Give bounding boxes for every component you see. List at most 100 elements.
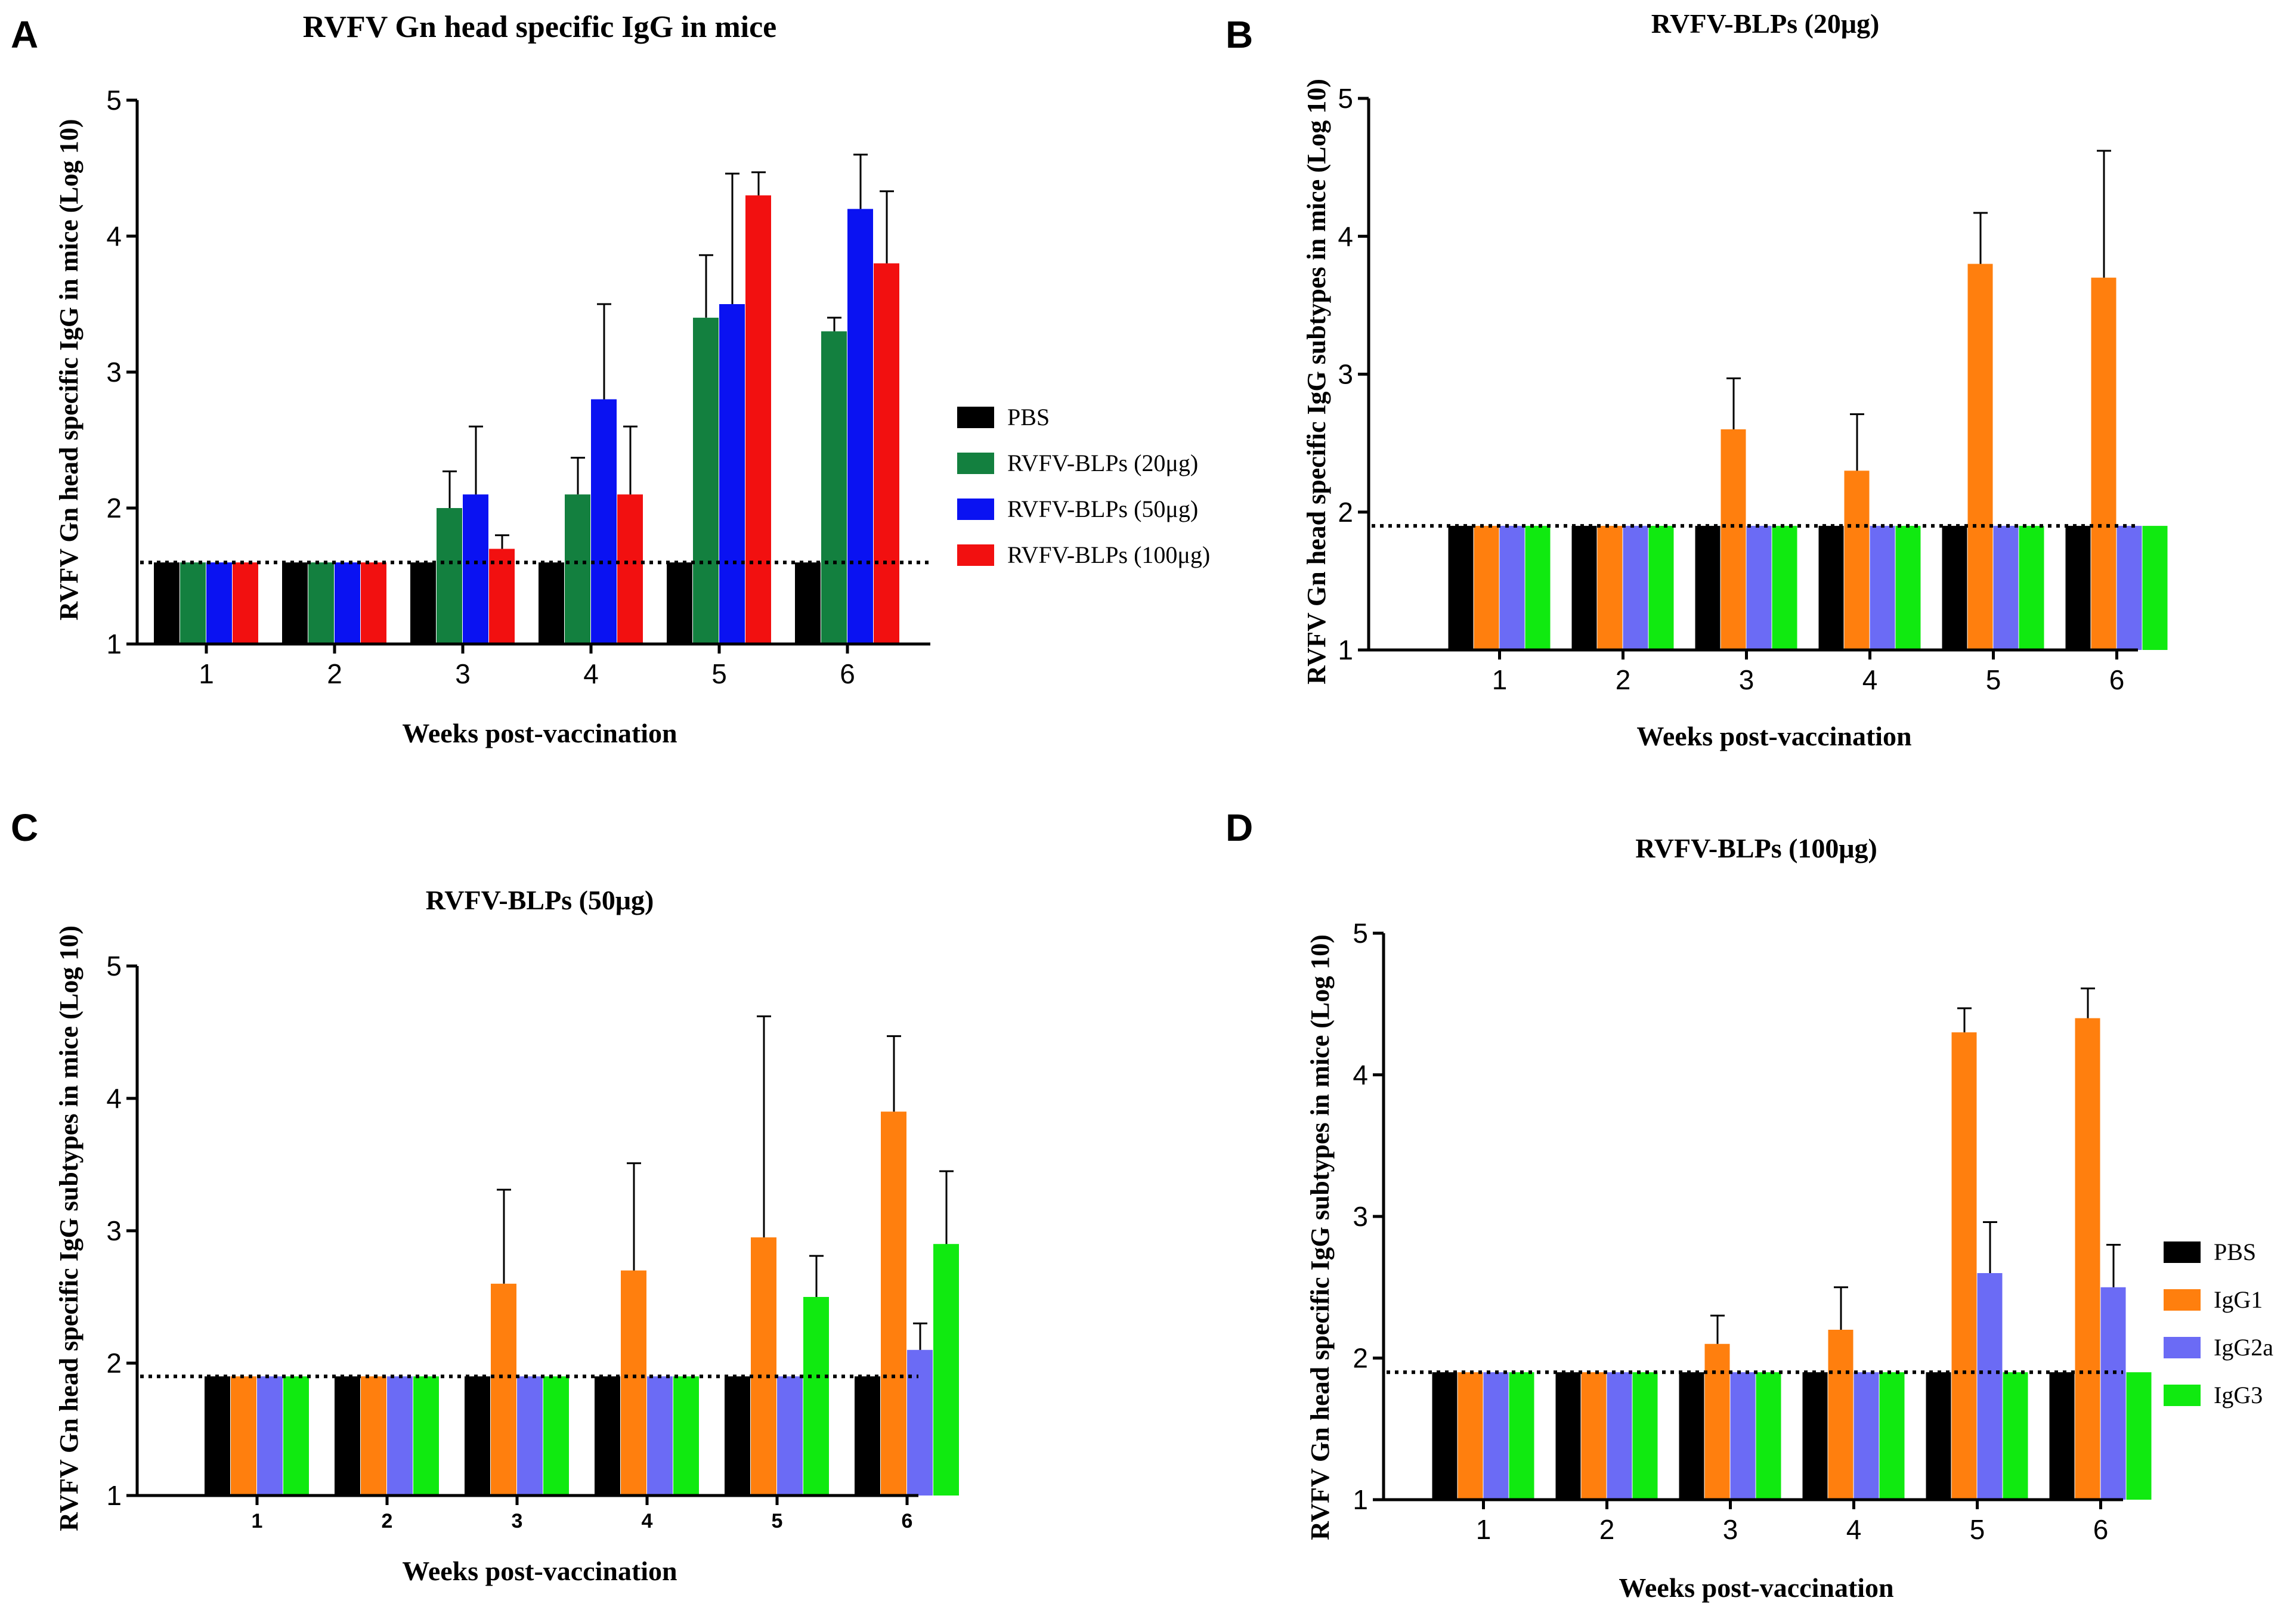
chart-panel-d: D RVFV-BLPs (100μg) 1 2 3 4 5 1 2 3 4 5 6 Weeks post-… (1226, 806, 2273, 1603)
bar (1623, 525, 1648, 650)
bar (745, 195, 771, 645)
bar (387, 1376, 413, 1496)
x-tick-label: 1 (1492, 664, 1508, 695)
y-axis-label: RVFV Gn head specific IgG subtypes in mi… (54, 925, 83, 1531)
bar (595, 1376, 620, 1496)
chart-title: RVFV-BLPs (50μg) (426, 885, 654, 915)
chart-title: RVFV Gn head specific IgG in mice (303, 10, 777, 44)
bar (1721, 429, 1746, 650)
y-tick-label: 5 (1353, 918, 1368, 949)
bar (2049, 1372, 2075, 1500)
bar (617, 494, 643, 644)
x-tick-label: 4 (1862, 664, 1878, 695)
bar (1746, 525, 1772, 650)
bar (2019, 525, 2044, 650)
bar (1942, 525, 1967, 650)
x-tick-label: 5 (711, 658, 727, 689)
y-tick-label: 5 (106, 85, 122, 116)
chart-panel-a: A RVFV Gn head specific IgG in mice 1 2 3 4 5 1… (11, 10, 1210, 748)
bar (565, 494, 590, 644)
y-tick-label: 3 (106, 1215, 122, 1246)
y-tick-label: 5 (106, 950, 122, 982)
bar (1632, 1372, 1658, 1500)
bar (1870, 525, 1895, 650)
legend-label: IgG1 (2214, 1286, 2263, 1313)
legend-label: RVFV-BLPs (20μg) (1007, 450, 1198, 476)
legend-label: IgG2a (2214, 1334, 2273, 1361)
bar (413, 1376, 439, 1496)
x-tick-label: 6 (2093, 1514, 2109, 1545)
y-tick-label: 3 (1353, 1201, 1368, 1232)
bar (881, 1111, 906, 1496)
bar (1977, 1273, 2003, 1500)
y-tick-label: 2 (1353, 1343, 1368, 1374)
bar (1597, 525, 1623, 650)
x-tick-label: 3 (1739, 664, 1755, 695)
x-tick-label: 5 (772, 1510, 783, 1532)
bar (1756, 1372, 1781, 1500)
bar (1993, 525, 2019, 650)
bar (874, 263, 899, 645)
x-axis-label: Weeks post-vaccination (402, 1556, 677, 1586)
y-tick-label: 3 (1338, 359, 1353, 390)
legend: PBS IgG1 IgG2a IgG3 (2164, 1239, 2273, 1408)
bar (821, 331, 847, 644)
bar (621, 1270, 646, 1496)
legend: PBS RVFV-BLPs (20μg) RVFV-BLPs (50μg) RVFV-… (957, 404, 1210, 568)
panel-letter: D (1226, 806, 1253, 849)
bar (465, 1376, 490, 1496)
bar (795, 562, 821, 644)
bar (1926, 1372, 1951, 1500)
x-tick-label: 3 (455, 658, 471, 689)
bar (751, 1237, 776, 1496)
x-tick-label: 1 (1476, 1514, 1492, 1545)
y-tick-label: 1 (1353, 1484, 1368, 1515)
chart-panel-c: C RVFV-BLPs (50μg) 1 2 3 4 5 1 2 3 4 5 6 Weeks post-v… (11, 806, 959, 1586)
legend-swatch (957, 499, 994, 520)
bar (1648, 525, 1674, 650)
y-tick-label: 2 (106, 1348, 122, 1379)
legend-swatch (957, 544, 994, 566)
bar (1818, 525, 1844, 650)
bar (154, 562, 180, 644)
bar (1474, 525, 1499, 650)
bar (933, 1244, 959, 1496)
panel-letter: B (1226, 13, 1253, 56)
y-tick-label: 4 (106, 1083, 122, 1114)
bar (803, 1297, 829, 1496)
x-tick-label: 3 (512, 1510, 523, 1532)
x-tick-label: 4 (583, 658, 599, 689)
bar (539, 562, 564, 644)
chart-title: RVFV-BLPs (20μg) (1651, 8, 1880, 39)
y-axis-label: RVFV Gn head specific IgG in mice (Log 1… (54, 119, 83, 621)
x-tick-label: 4 (642, 1510, 653, 1532)
legend-swatch (957, 453, 994, 474)
bar (1509, 1372, 1534, 1500)
legend-label: PBS (1007, 404, 1050, 431)
bar (1458, 1372, 1483, 1500)
bar (543, 1376, 569, 1496)
x-tick-label: 1 (252, 1510, 263, 1532)
x-tick-label: 4 (1846, 1514, 1862, 1545)
bar (282, 562, 308, 644)
panel-letter: C (11, 806, 38, 849)
bar (1483, 1372, 1509, 1500)
x-axis-label: Weeks post-vaccination (1619, 1572, 1893, 1603)
x-tick-label: 5 (1986, 664, 2001, 695)
bar (308, 562, 334, 644)
y-tick-label: 2 (1338, 497, 1353, 528)
bar (1555, 1372, 1581, 1500)
bar (231, 1376, 256, 1496)
bar (673, 1376, 699, 1496)
bar (1525, 525, 1551, 650)
legend-label: PBS (2214, 1239, 2256, 1265)
bar (335, 562, 360, 644)
legend-label: IgG3 (2214, 1382, 2263, 1408)
bar (2142, 525, 2168, 650)
bar (719, 304, 745, 644)
bar (2091, 277, 2116, 650)
bar (2065, 525, 2091, 650)
bar (2126, 1372, 2152, 1500)
bar (205, 1376, 230, 1496)
y-tick-label: 1 (106, 628, 122, 660)
